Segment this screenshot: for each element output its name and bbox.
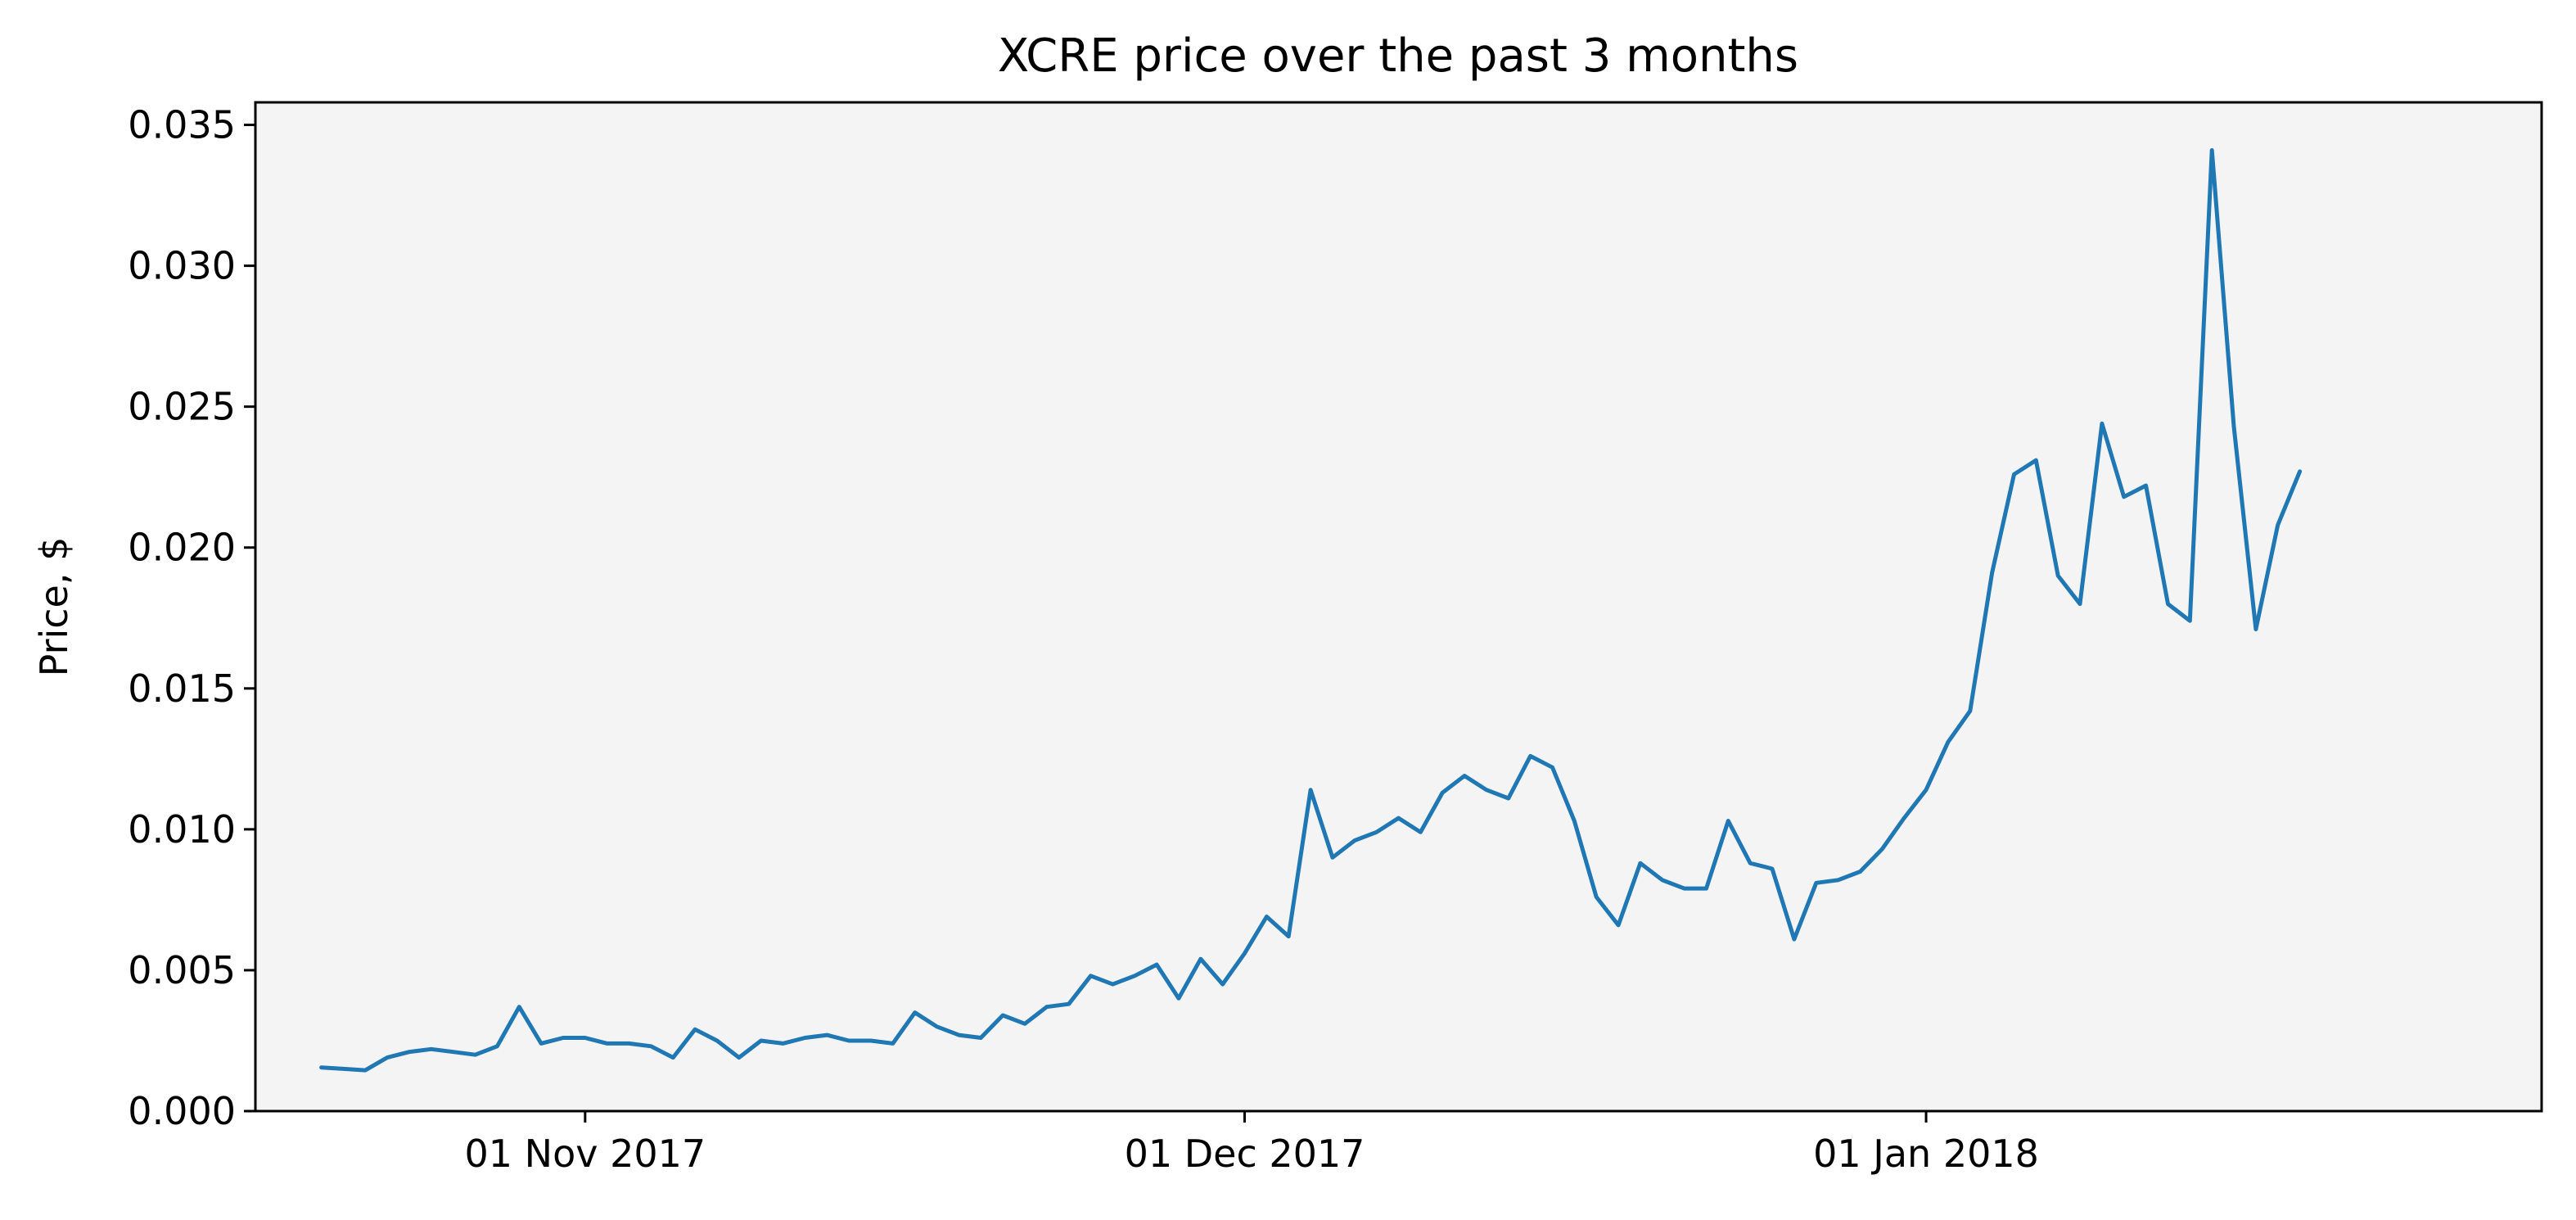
plot-area bbox=[255, 102, 2542, 1111]
chart-title: XCRE price over the past 3 months bbox=[998, 29, 1798, 83]
y-tick-label: 0.005 bbox=[128, 948, 236, 992]
x-tick-label: 01 Dec 2017 bbox=[1125, 1132, 1365, 1176]
y-tick-label: 0.035 bbox=[128, 103, 236, 147]
x-tick-label: 01 Jan 2018 bbox=[1813, 1132, 2039, 1176]
y-tick-label: 0.030 bbox=[128, 244, 236, 288]
y-tick-label: 0.025 bbox=[128, 385, 236, 429]
y-axis-ticks: 0.000 0.005 0.010 0.015 0.020 0.025 0.030 0.035 bbox=[128, 103, 255, 1133]
y-tick-label: 0.015 bbox=[128, 666, 236, 711]
y-axis-label: Price, $ bbox=[32, 537, 76, 677]
x-axis-ticks: 01 Nov 2017 01 Dec 2017 01 Jan 2018 bbox=[465, 1111, 2039, 1176]
y-tick-label: 0.010 bbox=[128, 807, 236, 852]
x-tick-label: 01 Nov 2017 bbox=[465, 1132, 706, 1176]
plot-frame bbox=[254, 101, 2543, 1113]
y-tick-label: 0.020 bbox=[128, 526, 236, 570]
y-tick-label: 0.000 bbox=[128, 1089, 236, 1133]
price-series-line bbox=[319, 148, 2303, 1073]
